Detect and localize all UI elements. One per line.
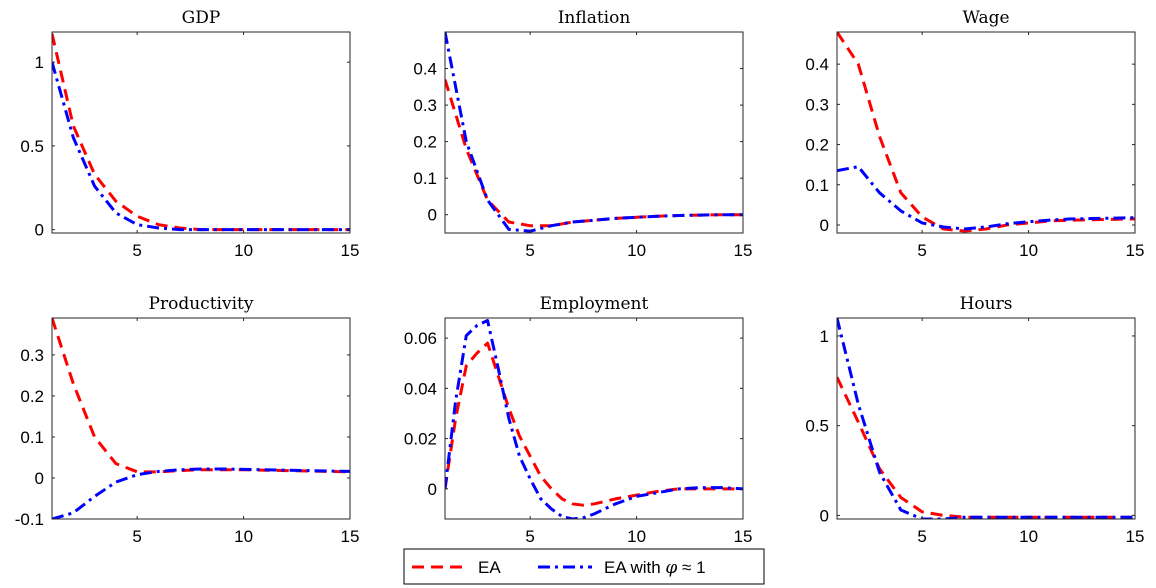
wage-xtick-label: 10 <box>1019 241 1038 260</box>
wage-ytick-label: 0.3 <box>805 95 829 114</box>
legend-box <box>403 548 765 585</box>
employment-xtick-label: 15 <box>734 527 753 546</box>
legend-ea-label: EA <box>478 558 501 577</box>
wage-ytick-label: 0 <box>820 216 829 235</box>
inflation-plot-area <box>445 32 743 233</box>
wage-xtick-label: 15 <box>1126 241 1145 260</box>
legend-ea-phi-prefix: EA with <box>604 558 665 577</box>
employment-ytick-label: 0.02 <box>404 430 437 449</box>
inflation-xtick-label: 15 <box>734 241 753 260</box>
gdp-xtick-label: 15 <box>341 241 360 260</box>
hours-xtick-label: 10 <box>1019 527 1038 546</box>
productivity-ytick-label: 0 <box>35 469 44 488</box>
employment-ea-line <box>445 341 743 507</box>
gdp-xtick-label: 10 <box>234 241 253 260</box>
legend: EA EA with φ ≈ 1 <box>403 548 765 585</box>
productivity-ytick-label: 0.3 <box>20 346 44 365</box>
hours-ytick-label: 1 <box>820 327 829 346</box>
legend-ea-phi-suffix: ≈ 1 <box>677 558 705 577</box>
inflation-ytick-label: 0.3 <box>413 96 437 115</box>
hours-xtick-label: 15 <box>1126 527 1145 546</box>
productivity-plot-area <box>52 318 350 519</box>
productivity-ea-phi-line <box>52 467 350 519</box>
gdp-panel: 5 10 15 0 0.5 1 GDP <box>20 8 359 260</box>
hours-ea-line <box>837 376 1135 519</box>
employment-title: Employment <box>540 294 649 314</box>
hours-title: Hours <box>960 294 1013 314</box>
wage-axes-box <box>836 31 1136 234</box>
gdp-ytick-label: 0.5 <box>20 137 44 156</box>
hours-panel: 5 10 15 0 0.5 1 Hours <box>805 294 1144 546</box>
hours-ytick-label: 0 <box>820 506 829 525</box>
inflation-xtick-label: 10 <box>627 241 646 260</box>
inflation-ytick-label: 0.1 <box>413 169 437 188</box>
wage-plot-area <box>837 32 1135 233</box>
wage-ytick-label: 0.1 <box>805 176 829 195</box>
productivity-xtick-label: 5 <box>132 527 141 546</box>
wage-title: Wage <box>962 8 1009 28</box>
gdp-axes-box <box>51 31 351 234</box>
employment-xtick-label: 10 <box>627 527 646 546</box>
wage-ea-line <box>837 32 1135 233</box>
inflation-ea-phi-line <box>445 32 743 233</box>
gdp-title: GDP <box>182 8 221 28</box>
productivity-ytick-label: -0.1 <box>15 510 44 529</box>
inflation-panel: 5 10 15 0 0.1 0.2 0.3 0.4 Inflation <box>413 8 752 260</box>
wage-xtick-label: 5 <box>917 241 926 260</box>
gdp-ytick-label: 1 <box>35 53 44 72</box>
inflation-ytick-label: 0 <box>428 206 437 225</box>
productivity-axes-box <box>51 317 351 520</box>
inflation-ytick-label: 0.4 <box>413 60 437 79</box>
legend-ea-phi-label: EA with φ ≈ 1 <box>604 558 706 578</box>
employment-ytick-label: 0.04 <box>404 379 437 398</box>
wage-ytick-label: 0.4 <box>805 55 829 74</box>
productivity-xtick-label: 10 <box>234 527 253 546</box>
employment-ytick-label: 0 <box>428 480 437 499</box>
gdp-xtick-label: 5 <box>132 241 141 260</box>
legend-phi-symbol: φ <box>665 558 677 578</box>
hours-axes-box <box>836 317 1136 520</box>
inflation-axes-box <box>444 31 744 234</box>
employment-ytick-label: 0.06 <box>404 329 437 348</box>
inflation-ytick-label: 0.2 <box>413 133 437 152</box>
inflation-xtick-label: 5 <box>525 241 534 260</box>
hours-ytick-label: 0.5 <box>805 417 829 436</box>
employment-ea-phi-line <box>445 319 743 519</box>
gdp-plot-area <box>52 32 350 233</box>
productivity-xtick-label: 15 <box>341 527 360 546</box>
productivity-panel: 5 10 15 -0.1 0 0.1 0.2 0.3 Productivity <box>15 294 360 546</box>
employment-xtick-label: 5 <box>525 527 534 546</box>
hours-xtick-label: 5 <box>917 527 926 546</box>
inflation-title: Inflation <box>558 8 631 28</box>
employment-panel: 5 10 15 0 0.02 0.04 0.06 Employment <box>404 294 753 546</box>
hours-plot-area <box>837 318 1135 519</box>
wage-panel: 5 10 15 0 0.1 0.2 0.3 0.4 Wage <box>805 8 1144 260</box>
employment-plot-area <box>445 318 743 519</box>
employment-axes-box <box>444 317 744 520</box>
wage-ytick-label: 0.2 <box>805 136 829 155</box>
productivity-ytick-label: 0.1 <box>20 428 44 447</box>
gdp-ea-phi-line <box>52 61 350 232</box>
productivity-title: Productivity <box>149 294 254 314</box>
gdp-ytick-label: 0 <box>35 221 44 240</box>
productivity-ytick-label: 0.2 <box>20 387 44 406</box>
